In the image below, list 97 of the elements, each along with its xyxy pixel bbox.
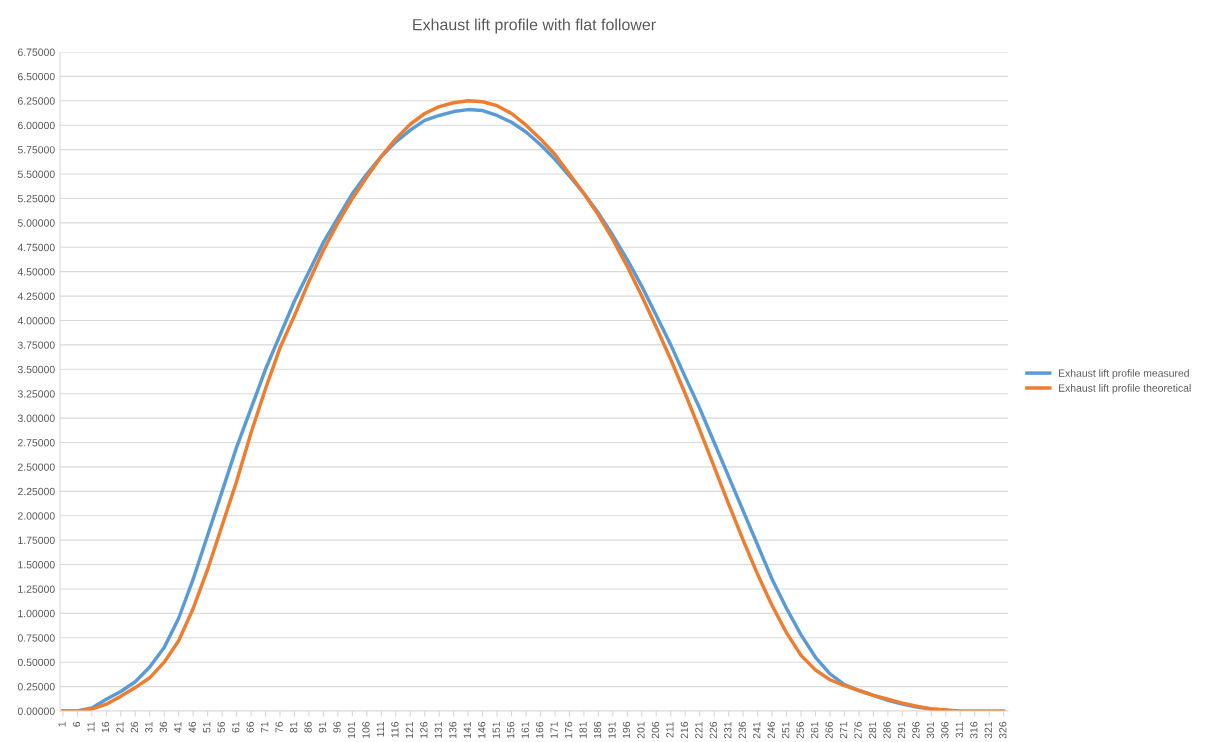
x-tick-label: 6	[72, 721, 81, 727]
y-tick-label: 5.75000	[17, 146, 55, 154]
x-tick-label: 76	[275, 721, 283, 733]
x-tick-label: 51	[203, 721, 211, 733]
x-tick-label: 156	[506, 721, 515, 738]
x-tick-label: 306	[941, 721, 949, 739]
x-tick-label: 196	[622, 721, 631, 738]
y-tick-label: 2.75000	[18, 439, 55, 447]
x-tick-label: 216	[680, 721, 689, 739]
x-tick-label: 146	[478, 721, 486, 738]
y-tick-label: 2.50000	[18, 463, 55, 471]
x-tick-label: 266	[825, 721, 833, 739]
x-tick-label: 206	[651, 721, 660, 739]
y-tick-label: 4.00000	[17, 316, 55, 325]
y-tick-label: 4.50000	[17, 268, 55, 276]
y-tick-label: 0.75000	[17, 634, 55, 642]
x-tick-label: 106	[362, 721, 370, 738]
y-tick-label: 3.00000	[17, 414, 55, 422]
x-tick-label: 91	[318, 721, 327, 733]
x-tick-label: 141	[463, 721, 471, 738]
x-tick-label: 201	[637, 721, 645, 739]
y-tick-label: 1.50000	[18, 561, 55, 569]
x-tick-label: 71	[261, 721, 269, 733]
x-tick-label: 326	[999, 721, 1007, 739]
x-tick-label: 101	[347, 721, 356, 738]
x-tick-label: 271	[839, 721, 848, 739]
x-tick-label: 251	[781, 721, 790, 739]
x-tick-label: 281	[868, 721, 877, 739]
x-tick-label: 261	[810, 721, 819, 739]
x-tick-label: 221	[695, 721, 703, 739]
x-tick-label: 311	[955, 721, 964, 738]
x-tick-label: 291	[897, 721, 906, 739]
y-tick-label: 3.50000	[17, 365, 55, 374]
x-tick-label: 46	[188, 721, 196, 733]
x-tick-label: 86	[304, 721, 312, 733]
y-tick-label: 0.25000	[17, 683, 55, 691]
y-tick-label: 5.00000	[17, 219, 55, 227]
y-tick-label: 4.25000	[17, 292, 55, 300]
x-tick-label: 21	[116, 721, 124, 733]
x-tick-label: 176	[564, 721, 573, 738]
y-tick-label: 1.25000	[18, 585, 55, 593]
x-tick-label: 111	[376, 721, 384, 737]
x-tick-label: 66	[246, 721, 254, 733]
x-tick-label: 1	[58, 721, 66, 727]
x-tick-label: 11	[87, 721, 95, 732]
y-tick-label: 2.00000	[18, 512, 55, 520]
x-tick-label: 131	[434, 721, 442, 738]
y-tick-label: 6.75000	[18, 48, 55, 56]
x-tick-label: 166	[535, 721, 544, 738]
y-tick-label: 2.25000	[18, 487, 55, 496]
x-tick-label: 321	[984, 721, 992, 739]
y-tick-label: 1.00000	[18, 609, 55, 618]
x-tick-label: 61	[231, 721, 240, 733]
chart-title: Exhaust lift profile with flat follower	[413, 18, 656, 34]
x-tick-label: 286	[883, 721, 891, 739]
x-tick-label: 31	[145, 721, 153, 733]
x-tick-label: 186	[593, 721, 602, 738]
y-tick-label: 3.75000	[17, 341, 55, 349]
x-tick-label: 161	[521, 721, 529, 738]
y-tick-label: 5.50000	[17, 170, 55, 178]
y-tick-label: 6.50000	[18, 72, 55, 81]
x-tick-label: 236	[738, 721, 746, 739]
x-tick-label: 96	[333, 721, 341, 733]
x-tick-label: 26	[130, 721, 139, 733]
x-tick-label: 151	[492, 721, 500, 738]
x-tick-label: 276	[854, 721, 862, 739]
x-tick-label: 231	[724, 721, 732, 739]
x-tick-label: 36	[159, 721, 167, 733]
y-tick-label: 6.00000	[18, 121, 55, 130]
x-tick-label: 181	[579, 721, 587, 738]
x-tick-label: 41	[174, 721, 182, 733]
x-tick-label: 211	[666, 721, 674, 738]
x-tick-label: 246	[767, 721, 775, 739]
x-tick-label: 116	[391, 721, 399, 738]
legend-label: Exhaust lift profile theoretical	[1058, 384, 1191, 394]
x-tick-label: 81	[289, 721, 298, 733]
x-tick-label: 256	[796, 721, 804, 739]
x-tick-label: 16	[101, 721, 110, 733]
x-tick-label: 316	[970, 721, 978, 739]
x-tick-label: 191	[608, 721, 616, 738]
y-tick-label: 0.50000	[17, 658, 55, 667]
x-tick-label: 296	[912, 721, 920, 739]
y-tick-label: 0.00000	[17, 707, 55, 715]
x-tick-label: 126	[420, 721, 428, 738]
x-tick-label: 301	[926, 721, 935, 739]
y-tick-label: 3.25000	[17, 390, 55, 398]
y-tick-label: 1.75000	[18, 536, 55, 545]
y-tick-label: 4.75000	[17, 243, 55, 252]
legend-label: Exhaust lift profile measured	[1058, 369, 1189, 379]
x-tick-label: 136	[449, 721, 457, 738]
y-tick-label: 6.25000	[18, 97, 55, 105]
x-tick-label: 241	[753, 721, 761, 739]
x-tick-label: 171	[550, 721, 558, 738]
x-tick-label: 226	[709, 721, 717, 739]
y-tick-label: 5.25000	[17, 194, 55, 203]
x-tick-label: 56	[217, 721, 225, 733]
x-tick-label: 121	[405, 721, 413, 738]
